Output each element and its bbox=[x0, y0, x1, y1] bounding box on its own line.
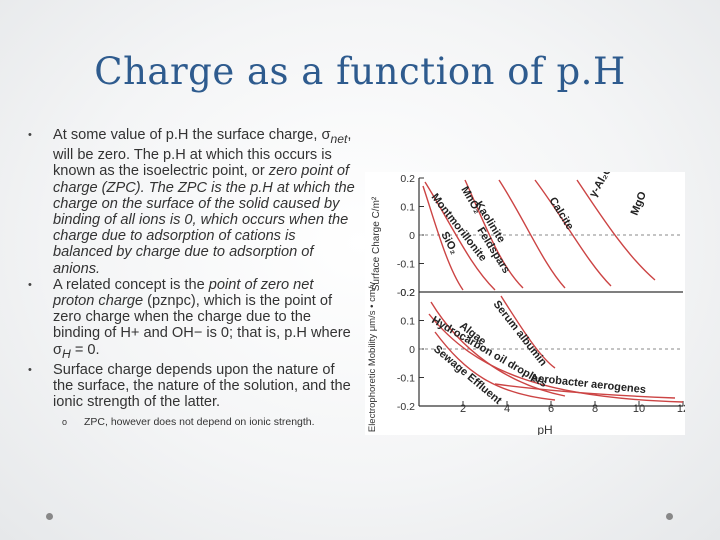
bullet-list: • At some value of p.H the surface charg… bbox=[28, 127, 358, 429]
bullet-1-text-c: (ZPC). The ZPC is the p.H at which the c… bbox=[53, 179, 355, 277]
bullet-1: • At some value of p.H the surface charg… bbox=[28, 127, 358, 277]
label-al2o3: γ-Al₂O₃ bbox=[587, 172, 617, 200]
x-tick-label: 2 bbox=[460, 403, 466, 415]
surface-charge-curve bbox=[498, 179, 566, 289]
bullet-2: • A related concept is the point of zero… bbox=[28, 277, 358, 362]
surface-charge-curve bbox=[576, 179, 656, 281]
x-tick-label: 10 bbox=[633, 403, 645, 415]
nav-dot-left bbox=[46, 513, 53, 520]
sub-bullet-text: ZPC, however does not depend on ionic st… bbox=[84, 416, 315, 429]
bullet-dot-icon: • bbox=[28, 278, 32, 291]
slide-title: Charge as a function of p.H bbox=[94, 50, 626, 93]
x-axis-title: pH bbox=[537, 423, 552, 435]
y-tick-label: 0.1 bbox=[400, 202, 415, 214]
charge-ph-chart: 0.20.10-0.1-0.20.10-0.1-0.20.224681012pH… bbox=[365, 159, 689, 437]
bullet-1-subscript: net bbox=[330, 131, 348, 146]
x-tick-label: 6 bbox=[548, 403, 554, 415]
bullet-2-text-c: = 0. bbox=[70, 341, 100, 358]
label-aerobacter: Aerobacter aerogenes bbox=[530, 372, 647, 396]
bullet-1-text-b: , will be zero. The p.H at which this oc… bbox=[53, 127, 352, 180]
bullet-2-text-a: A related concept is the bbox=[53, 276, 209, 293]
sub-bullet-circle-icon: o bbox=[62, 417, 68, 428]
bullet-dot-icon: • bbox=[28, 363, 32, 376]
y-tick-label: -0.2 bbox=[397, 401, 415, 413]
bullet-2-text-b: (pznpc), which is the point of zero char… bbox=[53, 292, 351, 358]
mobility-curve bbox=[434, 331, 556, 401]
mobility-curve bbox=[500, 295, 556, 369]
y-tick-label: 0.2 bbox=[400, 173, 415, 185]
bullet-2-subscript: H bbox=[62, 346, 71, 361]
y-tick-label: 0 bbox=[409, 344, 415, 356]
surface-charge-curve bbox=[534, 179, 612, 287]
bullet-2-term: point of zero net proton charge bbox=[53, 276, 314, 309]
surface-charge-curve bbox=[424, 181, 496, 291]
nav-dot-right bbox=[666, 513, 673, 520]
surface-charge-curve bbox=[464, 179, 524, 289]
y-axis-title-top: Surface Charge C/m² bbox=[371, 196, 382, 291]
x-tick-label: 4 bbox=[504, 403, 510, 415]
label-mgo: MgO bbox=[629, 190, 649, 218]
bullet-dot-icon: • bbox=[28, 129, 32, 141]
y-tick-label: 0 bbox=[409, 230, 415, 242]
y-axis-title-bottom: Electrophoretic Mobility μm/s • cm/v bbox=[367, 282, 378, 433]
x-tick-label: 12 bbox=[677, 403, 685, 415]
mobility-curve bbox=[428, 313, 684, 403]
surface-charge-curve bbox=[422, 185, 464, 291]
y-tick-label: 0.2 bbox=[400, 287, 415, 299]
mobility-curve bbox=[494, 383, 676, 399]
y-tick-label: 0.1 bbox=[400, 316, 415, 328]
bullet-1-term: zero point of charge bbox=[53, 163, 350, 196]
y-tick-label: -0.1 bbox=[397, 259, 415, 271]
label-calcite: Calcite bbox=[546, 195, 575, 232]
bullet-3-text: Surface charge depends upon the nature o… bbox=[53, 361, 351, 411]
y-tick-label: -0.1 bbox=[397, 373, 415, 385]
chart-svg: 0.20.10-0.1-0.20.10-0.1-0.20.224681012pH… bbox=[367, 159, 689, 437]
bullet-1-text-a: At some value of p.H the surface charge,… bbox=[53, 127, 331, 143]
y-tick-label: -0.2 bbox=[397, 287, 415, 299]
x-tick-label: 8 bbox=[592, 403, 598, 415]
bullet-3: • Surface charge depends upon the nature… bbox=[28, 362, 358, 411]
sub-bullet: o ZPC, however does not depend on ionic … bbox=[28, 416, 358, 429]
